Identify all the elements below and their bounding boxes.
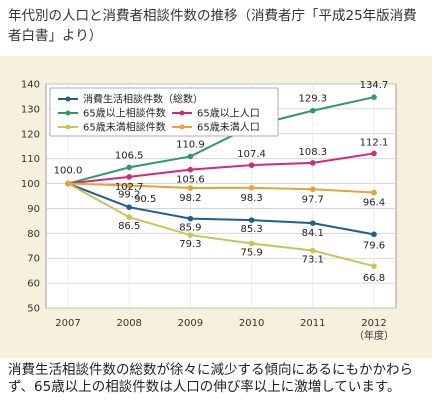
legend-marker: [65, 110, 71, 116]
data-point: [310, 186, 316, 193]
y-tick-label: 50: [27, 304, 40, 315]
legend-label: 65歳未満相談件数: [83, 121, 166, 134]
data-label: 79.6: [363, 240, 385, 251]
legend-marker: [179, 124, 185, 130]
data-point: [248, 162, 255, 168]
data-label: 86.5: [118, 221, 140, 232]
series-lines: [65, 94, 377, 269]
legend-marker: [65, 96, 71, 102]
data-label: 66.8: [363, 273, 385, 284]
data-point: [310, 247, 316, 254]
legend: 消費生活相談件数（総数）65歳以上相談件数 65歳以上人口 65歳未満相談件数 65歳…: [49, 87, 279, 137]
x-tick-label: 2011: [300, 318, 325, 329]
data-point: [126, 174, 132, 180]
data-label: 107.4: [237, 149, 266, 160]
axes: 50 60 70 80 90 100 110 120 130 140 2007 2008 2009 201…: [21, 80, 394, 343]
x-unit-label: （年度）: [354, 329, 394, 342]
legend-label: 65歳以上相談件数: [83, 107, 166, 120]
series-line: [67, 182, 375, 236]
data-label: 85.9: [179, 223, 201, 234]
data-point: [126, 182, 132, 189]
data-point: [310, 160, 316, 166]
y-tick-label: 100: [21, 179, 40, 190]
y-tick-label: 70: [27, 254, 40, 265]
data-point: [371, 231, 377, 238]
data-point: [248, 184, 255, 191]
data-label: 85.3: [240, 224, 262, 235]
data-label: 84.1: [302, 228, 324, 239]
data-label: 110.9: [176, 139, 205, 150]
data-label: 90.5: [134, 194, 156, 205]
x-tick-label: 2007: [55, 318, 80, 329]
data-label: 106.5: [115, 150, 144, 161]
series-line: [67, 182, 375, 268]
data-label: 75.9: [240, 248, 262, 259]
data-label: 129.3: [298, 94, 327, 105]
data-label: 97.7: [302, 194, 324, 205]
data-point: [248, 240, 255, 247]
data-point: [371, 150, 377, 157]
data-point: [187, 153, 194, 160]
legend-label: 65歳未満人口: [197, 122, 260, 134]
data-label: 99.2: [118, 190, 140, 201]
data-point: [126, 214, 132, 220]
y-tick-label: 140: [21, 80, 40, 91]
data-point: [187, 185, 194, 191]
x-tick-label: 2010: [239, 318, 264, 329]
data-point: [248, 217, 255, 223]
data-point: [65, 180, 71, 187]
data-label: 98.3: [240, 193, 262, 204]
x-tick-label: 2012: [361, 318, 386, 329]
data-label: 134.7: [360, 80, 389, 91]
y-tick-label: 130: [21, 104, 40, 115]
data-label: 112.1: [360, 137, 389, 148]
data-point: [126, 164, 132, 171]
data-label: 108.3: [298, 147, 327, 158]
data-point: [126, 204, 132, 210]
data-label: 73.1: [302, 255, 324, 266]
legend-marker: [65, 124, 71, 130]
y-tick-label: 60: [27, 279, 40, 290]
data-point: [187, 166, 194, 173]
x-tick-label: 2008: [116, 318, 141, 329]
legend-box: [49, 87, 279, 137]
chart-area: 50 60 70 80 90 100 110 120 130 140 2007 2008 2009 201…: [0, 56, 432, 358]
data-point: [371, 189, 377, 196]
y-tick-label: 80: [27, 229, 40, 240]
data-point: [310, 107, 316, 114]
data-label: 96.4: [363, 198, 385, 209]
series-line: [67, 96, 375, 185]
y-tick-label: 120: [21, 129, 40, 140]
x-tick-label: 2009: [178, 318, 203, 329]
chart-title: 年代別の人口と消費者相談件数の推移（消費者庁「平成25年版消費者白書」より）: [8, 8, 417, 44]
data-point: [371, 94, 377, 100]
data-label: 98.2: [179, 193, 201, 204]
series-line: [67, 182, 375, 194]
legend-label: 消費生活相談件数（総数）: [83, 93, 203, 106]
data-label: 105.6: [176, 175, 205, 186]
data-point: [187, 215, 194, 222]
data-point: [310, 220, 316, 226]
series-line: [67, 152, 375, 185]
caption-text: 消費生活相談件数の総数が徐々に減少する傾向にあるにもかかわらず、65歳以上の相談…: [8, 362, 413, 395]
y-tick-label: 110: [21, 154, 40, 165]
data-point: [187, 232, 194, 238]
line-chart: 50 60 70 80 90 100 110 120 130 140 2007 2008 2009 201…: [21, 80, 397, 343]
data-label: 100.0: [54, 166, 83, 177]
data-label: 102.7: [115, 182, 144, 193]
legend-marker: [179, 110, 185, 116]
y-tick-label: 90: [27, 204, 40, 215]
data-point: [371, 263, 377, 269]
legend-label: 65歳以上人口: [197, 108, 260, 120]
data-label: 79.3: [179, 239, 201, 250]
